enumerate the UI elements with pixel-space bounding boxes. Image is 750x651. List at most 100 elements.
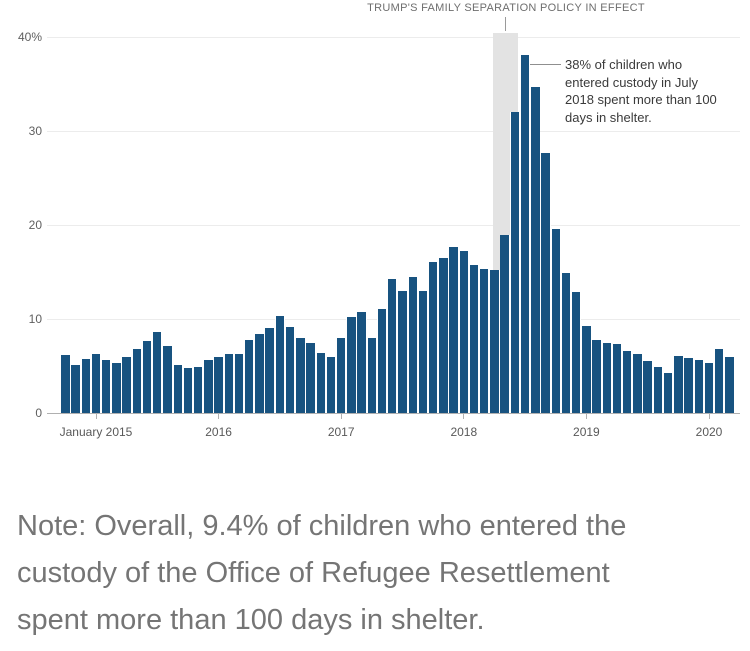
y-gridline-30 <box>47 130 740 132</box>
bar-fill <box>520 55 530 413</box>
bar-jul-2018 <box>520 55 531 413</box>
bar-jul-2019 <box>642 361 653 413</box>
bar-fill <box>469 265 479 413</box>
bar-nov-2019 <box>683 358 694 413</box>
bar-fill <box>142 340 152 413</box>
bar-aug-2015 <box>162 346 173 413</box>
bar-fill <box>112 363 121 413</box>
bar-sep-2018 <box>540 153 551 413</box>
bar-fill <box>449 247 458 413</box>
bar-fill <box>480 268 489 413</box>
bar-jun-2015 <box>141 340 153 413</box>
bar-aug-2018 <box>530 87 541 413</box>
bar-sep-2019 <box>663 372 674 413</box>
bar-fill <box>694 360 703 413</box>
policy-band-label: TRUMP'S FAMILY SEPARATION POLICY IN EFFE… <box>367 2 645 14</box>
bar-fill <box>122 357 131 413</box>
bar-fill <box>132 348 142 413</box>
bar-fill <box>214 357 223 413</box>
bar-jan-2020 <box>703 363 715 413</box>
bar-fill <box>418 290 428 413</box>
callout-line: days in shelter. <box>565 109 652 125</box>
bar-jan-2018 <box>458 251 469 413</box>
bar-mar-2015 <box>111 363 122 413</box>
bar-fill <box>408 276 417 413</box>
bar-fill <box>704 363 714 413</box>
bar-jul-2016 <box>274 316 285 413</box>
y-gridline-40 <box>47 36 740 38</box>
bar-nov-2015 <box>193 366 204 413</box>
bar-fill <box>551 229 560 413</box>
bar-fill <box>102 360 111 413</box>
bar-fill <box>428 262 438 413</box>
bar-fill <box>561 272 571 413</box>
bar-fill <box>388 279 397 413</box>
bar-fill <box>163 346 172 413</box>
bar-may-2016 <box>254 333 265 413</box>
bar-may-2015 <box>131 348 142 413</box>
policy-band-connector-line <box>505 17 506 31</box>
bar-jan-2019 <box>581 326 592 413</box>
bar-sep-2016 <box>295 337 306 413</box>
bar-fill <box>490 269 499 413</box>
bar-apr-2015 <box>121 357 132 413</box>
bar-fill <box>715 348 724 413</box>
bar-fill <box>173 364 182 413</box>
bar-fill <box>643 361 652 413</box>
bar-apr-2016 <box>244 339 255 413</box>
bar-mar-2020 <box>724 357 735 413</box>
bar-fill <box>582 326 591 413</box>
bar-fill <box>357 312 366 413</box>
bar-fill <box>316 352 325 413</box>
bar-oct-2016 <box>305 343 316 413</box>
x-axis-label-january-2015: January 2015 <box>59 425 133 439</box>
x-axis-label-2016: 2016 <box>205 425 232 439</box>
bar-fill <box>377 308 387 413</box>
bar-jul-2015 <box>152 332 163 413</box>
bar-fill <box>71 364 80 413</box>
bar-apr-2019 <box>611 344 623 413</box>
bar-fill <box>510 111 520 413</box>
callout-38-percent: 38% of children who entered custody in Ju… <box>565 56 750 126</box>
bar-fill <box>296 337 305 413</box>
bar-aug-2016 <box>285 327 296 413</box>
bar-fill <box>275 316 285 413</box>
bar-fill <box>367 337 377 413</box>
bar-fill <box>153 332 162 413</box>
footnote-line: Note: Overall, 9.4% of children who ente… <box>17 510 627 542</box>
y-axis-label-30: 30 <box>28 123 42 138</box>
bar-mar-2018 <box>479 268 490 413</box>
bar-may-2019 <box>622 350 633 413</box>
bar-feb-2016 <box>223 353 234 413</box>
bar-oct-2019 <box>673 355 684 413</box>
bar-fill <box>224 353 233 413</box>
bar-jun-2016 <box>264 328 275 413</box>
y-axis-label-0: 0 <box>35 406 42 420</box>
x-tick-2016 <box>218 414 220 419</box>
bar-apr-2017 <box>366 337 377 413</box>
bar-oct-2014 <box>60 354 71 413</box>
callout-line: entered custody in July <box>565 74 698 90</box>
bar-dec-2015 <box>203 360 214 413</box>
bar-fill <box>459 251 468 413</box>
bar-feb-2018 <box>468 265 480 413</box>
bar-fill <box>255 333 264 413</box>
bar-may-2017 <box>376 308 388 413</box>
y-axis-label-40: 40% <box>17 29 42 44</box>
bar-feb-2017 <box>346 316 357 413</box>
bar-fill <box>183 367 193 413</box>
bar-dec-2019 <box>693 360 704 413</box>
bar-fill <box>81 359 90 413</box>
footnote-line: custody of the Office of Refugee Resettl… <box>17 557 610 589</box>
bar-fill <box>663 372 673 413</box>
bar-fill <box>91 353 101 413</box>
bar-aug-2019 <box>652 366 663 413</box>
plot-area: 0 10 20 30 40% January 2015 2016 2017 2018 2019 20… <box>17 29 740 439</box>
bar-dec-2017 <box>448 247 459 413</box>
bar-feb-2020 <box>714 348 725 413</box>
bar-fill <box>653 366 663 413</box>
bar-fill <box>592 339 601 413</box>
bar-oct-2017 <box>428 262 439 413</box>
bar-nov-2016 <box>315 352 326 413</box>
y-axis-label-10: 10 <box>28 311 42 326</box>
